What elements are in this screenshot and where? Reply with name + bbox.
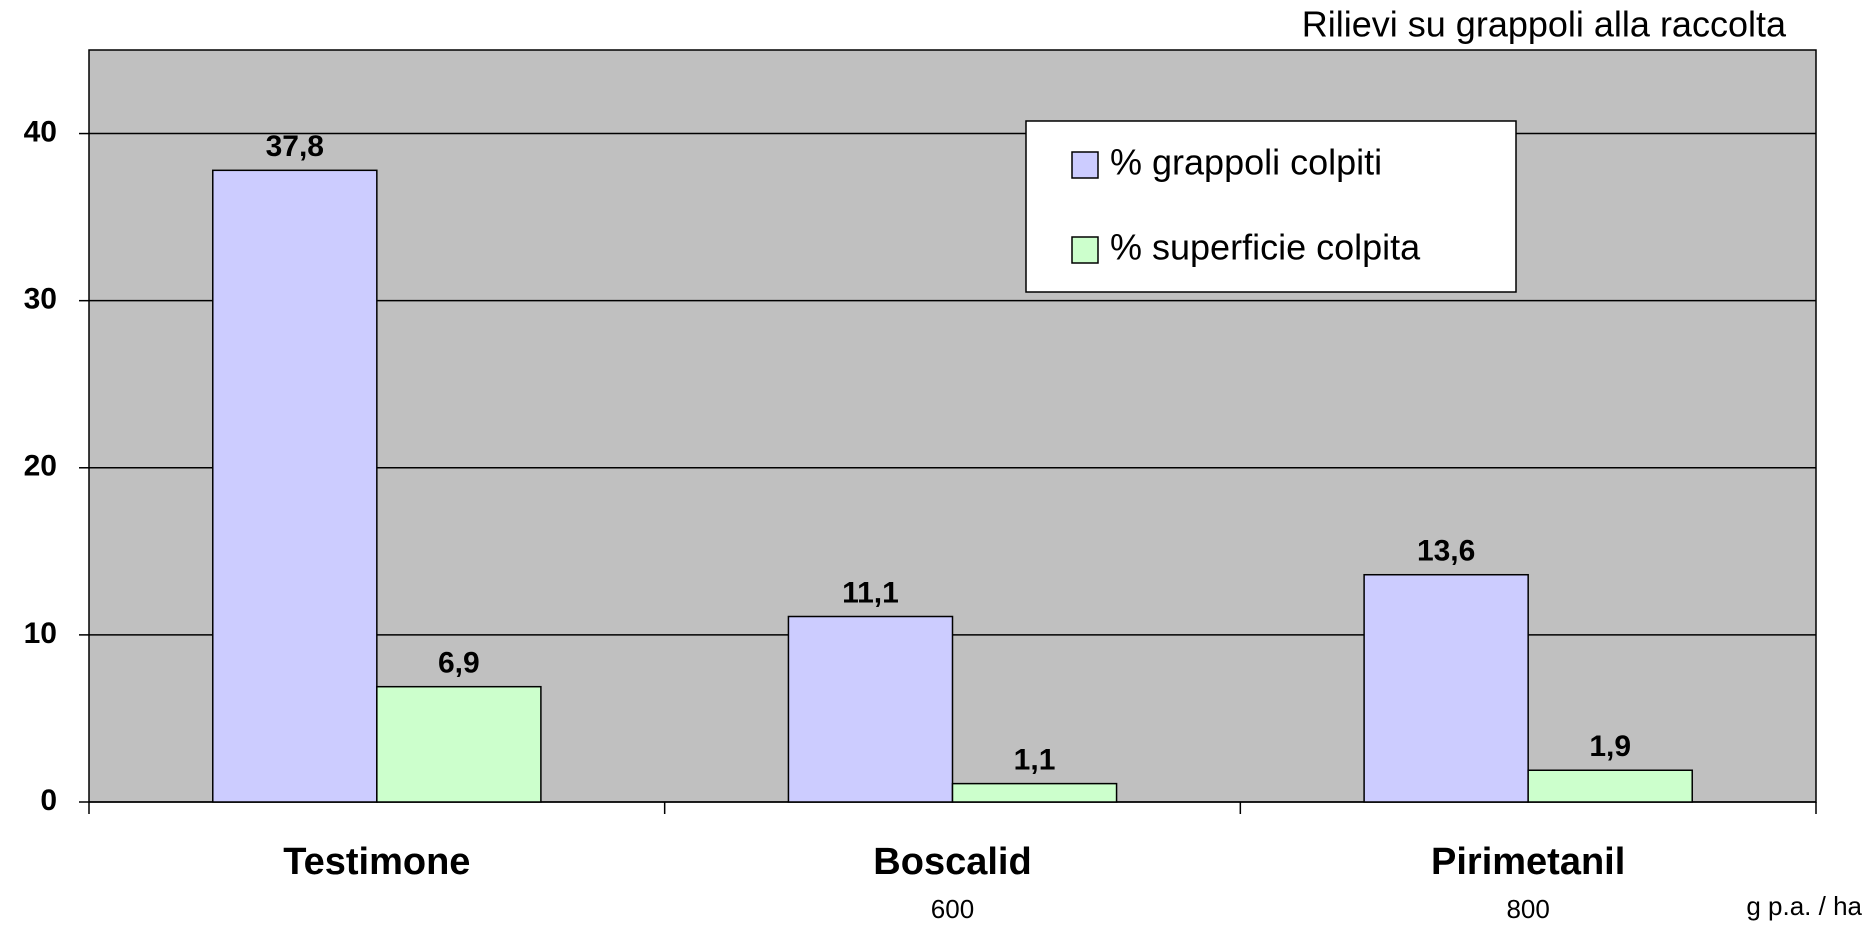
bar [212,169,378,803]
unit-label: g p.a. / ha [1746,891,1862,921]
y-tick-label: 0 [40,784,57,817]
x-sub-label: 800 [1506,894,1549,924]
x-tick-label: Testimone [283,841,470,883]
legend-label: % superficie colpita [1110,227,1421,268]
chart-title: Rilievi su grappoli alla raccolta [1302,4,1787,45]
bar [1527,769,1693,803]
bar [1363,573,1529,803]
y-tick-label: 30 [24,283,57,316]
bar [787,615,954,803]
value-label: 11,1 [842,576,899,609]
x-tick-label: Pirimetanil [1431,841,1625,883]
y-tick-label: 20 [24,450,57,483]
legend-swatch [1071,236,1099,264]
value-label: 13,6 [1417,535,1475,568]
value-label: 1,1 [1014,744,1056,777]
x-tick-label: Boscalid [873,841,1031,883]
legend [1025,120,1517,293]
value-label: 6,9 [438,647,480,680]
value-label: 37,8 [266,130,324,163]
legend-label: % grappoli colpiti [1110,142,1382,183]
y-tick-label: 10 [24,617,57,650]
bar [376,685,542,803]
bar [951,782,1118,803]
legend-swatch [1071,151,1099,179]
value-label: 1,9 [1589,730,1631,763]
x-sub-label: 600 [931,894,974,924]
y-tick-label: 40 [24,115,57,148]
